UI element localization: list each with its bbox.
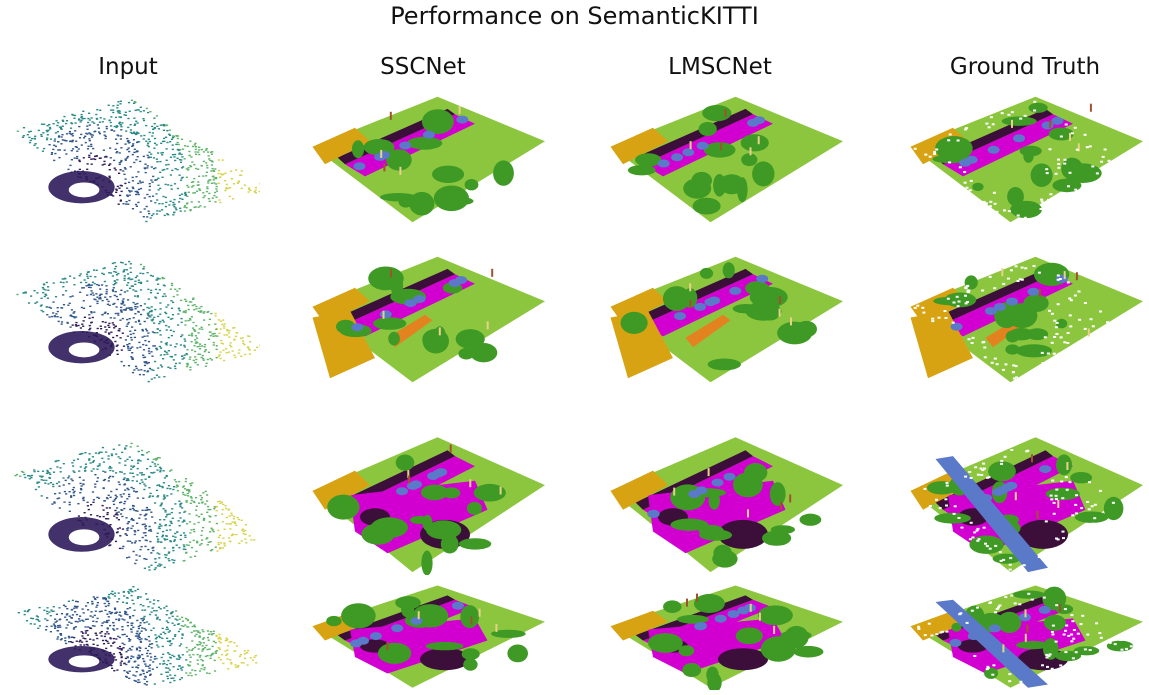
panel-lmscnet-row-3 bbox=[598, 430, 848, 575]
column-header-lmscnet: LMSCNet bbox=[668, 54, 772, 80]
column-header-input: Input bbox=[98, 54, 158, 80]
panel-input-row-2 bbox=[5, 250, 260, 385]
scene-image bbox=[312, 96, 545, 223]
scene-image bbox=[610, 256, 843, 383]
panel-ground-truth-row-4 bbox=[898, 580, 1148, 690]
panel-ground-truth-row-3 bbox=[898, 430, 1148, 575]
panel-sscnet-row-4 bbox=[300, 580, 550, 690]
panel-sscnet-row-2 bbox=[300, 250, 550, 385]
panel-lmscnet-row-2 bbox=[598, 250, 848, 385]
scene-image bbox=[610, 437, 843, 573]
figure-title: Performance on SemanticKITTI bbox=[390, 2, 759, 30]
panel-input-row-1 bbox=[5, 90, 260, 225]
panel-sscnet-row-3 bbox=[300, 430, 550, 575]
panel-ground-truth-row-2 bbox=[898, 250, 1148, 385]
column-header-ground-truth: Ground Truth bbox=[949, 54, 1101, 80]
scene-image bbox=[312, 585, 545, 688]
scene-image bbox=[910, 96, 1143, 223]
scene-image bbox=[312, 256, 545, 383]
scene-image bbox=[910, 585, 1143, 688]
panel-input-row-3 bbox=[5, 430, 260, 575]
panel-lmscnet-row-4 bbox=[598, 580, 848, 690]
point-cloud-image bbox=[16, 260, 260, 383]
scene-image bbox=[910, 437, 1143, 573]
panel-input-row-4 bbox=[5, 580, 260, 690]
point-cloud-image bbox=[16, 99, 260, 223]
panel-ground-truth-row-1 bbox=[898, 90, 1148, 225]
point-cloud-image bbox=[17, 586, 258, 686]
scene-image bbox=[312, 437, 545, 575]
panel-sscnet-row-1 bbox=[300, 90, 550, 225]
point-cloud-image bbox=[14, 442, 256, 571]
panel-lmscnet-row-1 bbox=[598, 90, 848, 225]
column-header-sscnet: SSCNet bbox=[380, 54, 466, 80]
scene-image bbox=[610, 96, 843, 223]
scene-image bbox=[610, 585, 843, 690]
scene-image bbox=[910, 256, 1143, 383]
